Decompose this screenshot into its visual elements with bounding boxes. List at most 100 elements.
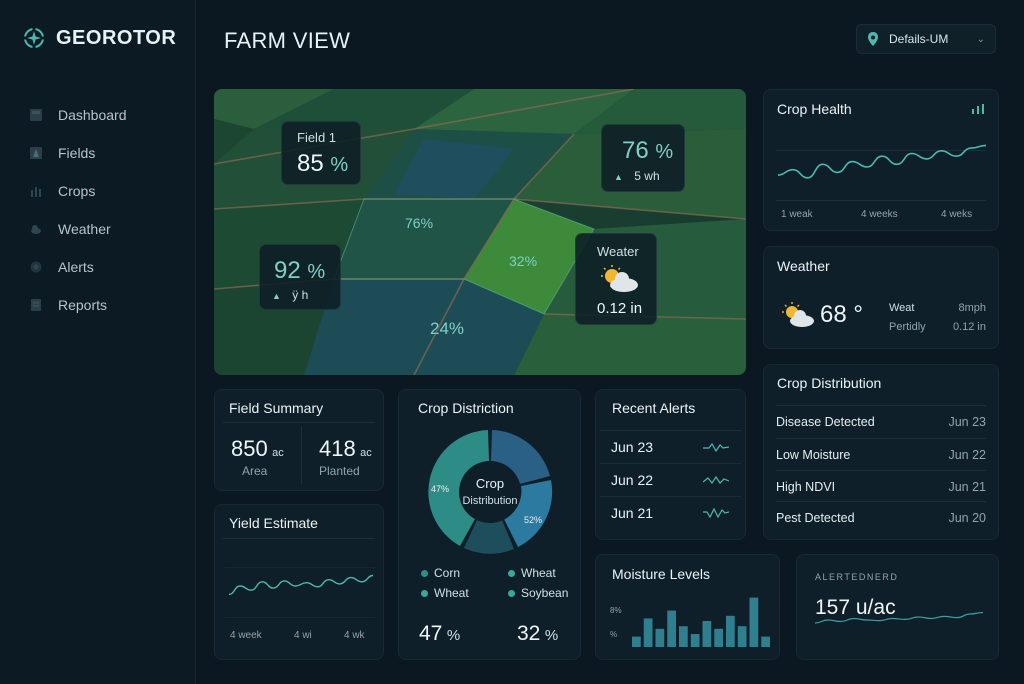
legend-dot <box>508 570 515 577</box>
donut-stat-right-unit: % <box>544 627 559 644</box>
left-value: 92 <box>274 257 301 284</box>
planted-unit: ac <box>360 447 372 459</box>
partly-cloudy-icon <box>782 302 814 327</box>
field-percent-c: 24% <box>430 319 465 338</box>
moisture-bar-chart <box>632 597 770 647</box>
moisture-bar <box>749 597 759 647</box>
area-unit: ac <box>272 447 284 459</box>
alert-row[interactable]: Jun 23 <box>600 430 741 462</box>
weather-key-1: Weat <box>889 302 915 314</box>
crop-health-panel: Crop Health 1 weak 4 weeks 4 weks <box>763 89 999 231</box>
sidebar-item-crops[interactable]: Crops <box>30 172 180 210</box>
area-value: 850 <box>231 436 268 461</box>
moisture-bar <box>714 628 723 647</box>
yield-x-label: 4 week <box>230 630 262 641</box>
kpi-sparkline <box>814 611 984 624</box>
sidebar-item-weather[interactable]: Weather <box>30 210 180 248</box>
left-card[interactable]: 92 % ▲ ÿ h <box>259 244 341 310</box>
legend-label: Wheat <box>434 586 469 600</box>
yield-x-label: 4 wk <box>344 630 365 641</box>
list-item-date: Jun 22 <box>948 447 986 462</box>
fields-icon <box>30 147 42 159</box>
weather-title: Weather <box>777 258 830 274</box>
list-item-label: Disease Detected <box>776 414 875 429</box>
weather-val-2: 0.12 in <box>952 321 986 333</box>
field-summary-panel: Field Summary 850 ac Area 418 ac Planted <box>214 389 384 491</box>
area-label: Area <box>242 464 268 478</box>
georotor-logo-icon <box>23 27 45 49</box>
list-item[interactable]: Low Moisture Jun 22 <box>776 438 986 470</box>
donut-slice-right <box>491 430 550 484</box>
crop-health-title: Crop Health <box>777 101 852 117</box>
left-unit: % <box>307 261 326 283</box>
logo[interactable]: GEOROTOR <box>22 26 176 50</box>
sidebar-item-label: Crops <box>58 183 96 199</box>
alert-row[interactable]: Jun 22 <box>600 463 741 495</box>
bar-chart-icon <box>972 104 984 114</box>
sidebar-item-fields[interactable]: Fields <box>30 134 180 172</box>
donut-slice-bottom <box>464 520 514 554</box>
donut-center-line1: Crop <box>476 476 504 491</box>
sidebar-item-label: Weather <box>58 221 111 237</box>
app-name: GEOROTOR <box>56 26 177 49</box>
list-item[interactable]: Pest Detected Jun 20 <box>776 501 986 533</box>
list-item-date: Jun 21 <box>948 479 986 494</box>
moisture-axis-bottom: % <box>610 630 618 639</box>
list-item-date: Jun 20 <box>948 510 986 525</box>
sidebar-nav: Dashboard Fields Crops Weather Alerts Re… <box>30 96 180 324</box>
yield-x-label: 4 wi <box>294 630 312 641</box>
list-item[interactable]: Disease Detected Jun 23 <box>776 405 986 437</box>
crop-health-x-label: 1 weak <box>781 209 813 220</box>
crops-icon <box>31 187 41 197</box>
top-right-sub: 5 wh <box>634 169 660 183</box>
legend-dot <box>508 590 515 597</box>
partly-cloudy-icon <box>601 265 638 292</box>
field1-card[interactable]: Field 1 85 % <box>281 121 361 185</box>
profile-select[interactable]: Defails-UM ⌄ <box>856 24 996 54</box>
field1-unit: % <box>330 154 349 176</box>
profile-select-value: Defails-UM <box>889 32 949 46</box>
sidebar-item-alerts[interactable]: Alerts <box>30 248 180 286</box>
chevron-down-icon: ⌄ <box>976 33 985 45</box>
moisture-bar <box>726 615 735 647</box>
moisture-bar <box>690 634 700 647</box>
crop-health-trend-line <box>777 144 987 179</box>
sidebar-item-label: Fields <box>58 145 96 161</box>
sidebar-item-label: Reports <box>58 297 108 313</box>
alert-date: Jun 22 <box>611 471 654 488</box>
list-item-label: Low Moisture <box>776 447 851 462</box>
legend-item: Wheat <box>421 586 469 600</box>
crop-health-line-chart <box>777 144 987 179</box>
weather-map-card[interactable]: Weater 0.12 in <box>575 233 657 325</box>
pulse-icon <box>703 442 729 452</box>
yield-trend-line <box>228 574 374 596</box>
donut-stat-left-unit: % <box>446 627 461 644</box>
weather-panel: Weather 68 ° Weat 8mph Pertidly 0.12 in <box>763 246 999 349</box>
moisture-bar <box>667 610 676 647</box>
planted-label: Planted <box>319 464 360 478</box>
weather-val-1: 8mph <box>958 302 986 314</box>
weather-degree: ° <box>853 301 863 328</box>
donut-title: Crop Distriction <box>418 400 514 416</box>
yield-line-chart <box>228 574 374 596</box>
crop-distribution-list-panel: Crop Distribution Disease Detected Jun 2… <box>763 364 999 540</box>
weather-map-label: Weater <box>597 244 639 259</box>
legend-item: Soybean <box>508 586 568 600</box>
list-item-date: Jun 23 <box>948 414 986 429</box>
planted-value: 418 <box>319 436 356 461</box>
field-summary-title: Field Summary <box>229 400 324 416</box>
alert-row[interactable]: Jun 21 <box>600 496 741 528</box>
kpi-trend-line <box>814 611 984 624</box>
sidebar-item-reports[interactable]: Reports <box>30 286 180 324</box>
sidebar-item-dashboard[interactable]: Dashboard <box>30 96 180 134</box>
weather-key-2: Pertidly <box>889 321 926 333</box>
field-map[interactable]: Field 1 85 % 76 % ▲ 5 wh 92 % ▲ ÿ h <box>214 89 746 375</box>
location-pin-icon <box>868 32 878 46</box>
legend-label: Corn <box>434 566 461 580</box>
recent-alerts-title: Recent Alerts <box>612 400 696 416</box>
field-percent-a: 76% <box>405 215 434 231</box>
donut-center-line2: Distribution <box>462 495 517 507</box>
top-right-card[interactable]: 76 % ▲ 5 wh <box>601 124 685 192</box>
donut-stat-right: 32 <box>517 622 541 645</box>
list-item[interactable]: High NDVI Jun 21 <box>776 470 986 502</box>
